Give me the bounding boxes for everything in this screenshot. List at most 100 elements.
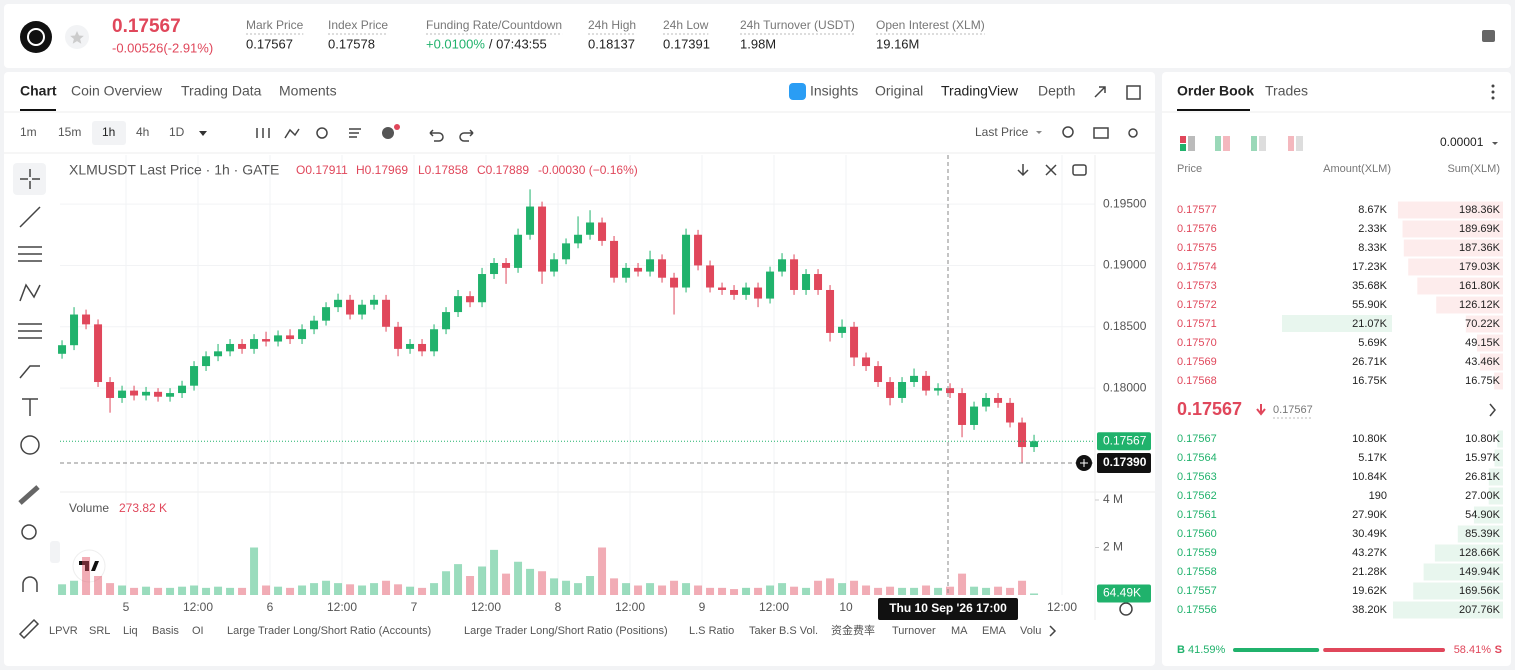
kebab-icon[interactable] (1491, 84, 1495, 100)
fib-tool[interactable] (18, 323, 42, 339)
volume-bar (730, 589, 739, 595)
volume-bar (670, 580, 679, 595)
window-icon[interactable] (1126, 85, 1141, 100)
sell-ratio: 58.41% (1454, 644, 1492, 656)
indicator[interactable]: SRL (89, 625, 110, 637)
x-tick-label: 6 (267, 600, 274, 614)
chart-layer (58, 155, 1503, 652)
orderbook-tab[interactable]: Order Book (1177, 83, 1254, 99)
brush-tool[interactable] (19, 365, 40, 379)
volume-bar (286, 587, 295, 595)
camera-icon[interactable] (1093, 127, 1109, 139)
book-amount: 21.07K (1352, 318, 1388, 330)
main-tab[interactable]: Moments (279, 83, 337, 99)
depth-bar (1397, 201, 1503, 219)
depth-bar (1494, 449, 1503, 467)
dropdown-arrow (199, 131, 207, 136)
indicator[interactable]: Liq (123, 625, 138, 637)
amount-highlight (1282, 315, 1392, 332)
indicator[interactable]: MA (951, 625, 968, 637)
scroll-right[interactable] (1049, 625, 1057, 637)
chart-icon[interactable] (1045, 164, 1057, 176)
header-icon[interactable] (1482, 30, 1495, 42)
chart-icon[interactable] (1072, 164, 1087, 176)
undo-icon[interactable] (429, 129, 444, 142)
view-tab[interactable]: Depth (1038, 83, 1075, 99)
orderbook-view-icons[interactable] (1180, 136, 1303, 151)
orderbook-tab[interactable]: Trades (1265, 83, 1308, 99)
book-price: 0.17564 (1177, 452, 1217, 464)
magnet-tool[interactable] (22, 576, 38, 592)
replay-icon[interactable] (316, 127, 328, 139)
mark-price: 0.17567 (1273, 404, 1313, 416)
zoom-tool[interactable] (21, 524, 37, 540)
crosshair-tool[interactable] (20, 169, 40, 189)
candle-body (334, 299, 343, 308)
chart-settings-icon[interactable] (1119, 602, 1133, 616)
interval[interactable]: 4h (136, 125, 149, 139)
x-tick-label: 12:00 (759, 600, 789, 614)
stat-label: Funding Rate/Countdown (426, 18, 562, 32)
chart-icon[interactable] (1017, 164, 1029, 177)
candle-body (1030, 441, 1039, 448)
channel-tool[interactable] (18, 246, 42, 262)
indicator[interactable]: Volu (1020, 625, 1041, 637)
candle-body (262, 339, 271, 342)
view-tab[interactable]: TradingView (941, 83, 1019, 99)
indicator[interactable]: Basis (152, 625, 179, 637)
stat-value: 19.16M (876, 36, 919, 51)
indicator[interactable]: Large Trader Long/Short Ratio (Accounts) (227, 625, 431, 637)
view-tab[interactable]: Insights (810, 83, 858, 99)
main-tab[interactable]: Coin Overview (71, 83, 163, 99)
main-tab[interactable]: Chart (20, 83, 57, 99)
book-amount: 27.90K (1352, 509, 1388, 521)
stat-extra: / 07:43:55 (489, 36, 547, 51)
precision[interactable]: 0.00001 (1440, 135, 1484, 149)
orderbook-expand[interactable] (1489, 403, 1496, 417)
pencil-tool[interactable] (18, 618, 40, 640)
emoji-tool[interactable] (20, 435, 40, 455)
interval[interactable]: 15m (58, 125, 81, 139)
interval[interactable]: 1h (102, 125, 115, 139)
interval[interactable]: 1m (20, 125, 37, 139)
line-tool[interactable] (19, 206, 41, 228)
indicator-icon[interactable] (284, 128, 300, 139)
indicator[interactable]: Large Trader Long/Short Ratio (Positions… (464, 625, 668, 637)
stat-value: +0.0100% (426, 36, 485, 51)
y-tick-label: 0.18500 (1103, 319, 1147, 333)
indicator[interactable]: OI (192, 625, 204, 637)
legend-ohlc: H0.17969 (356, 163, 408, 177)
expand-icon[interactable] (1094, 86, 1106, 98)
x-tick-label: 5 (123, 600, 130, 614)
view-tab[interactable]: Original (875, 83, 923, 99)
candle-body (670, 277, 679, 288)
stat-label: Index Price (328, 18, 388, 32)
indicator[interactable]: EMA (982, 625, 1007, 637)
stat-value: 0.18137 (588, 36, 635, 51)
ruler-tool[interactable] (18, 485, 40, 505)
text-tool[interactable] (22, 398, 38, 416)
volume-bar (598, 547, 607, 595)
search-icon[interactable] (1062, 126, 1074, 138)
indicator[interactable]: Turnover (892, 625, 936, 637)
sell-bar (1323, 648, 1445, 652)
settings-icon[interactable] (1128, 128, 1138, 138)
template-icon[interactable] (349, 128, 361, 138)
interval[interactable]: 1D (169, 125, 185, 139)
indicator[interactable]: 资金费率 (831, 623, 875, 637)
candle-body (538, 206, 547, 272)
price-type[interactable]: Last Price (975, 125, 1029, 139)
indicator[interactable]: L.S Ratio (689, 625, 734, 637)
indicator[interactable]: LPVR (49, 625, 78, 637)
collapse-tab[interactable] (50, 541, 60, 563)
pattern-tool[interactable] (19, 283, 41, 302)
indicator[interactable]: Taker B.S Vol. (749, 625, 818, 637)
book-sum: 26.81K (1465, 471, 1501, 483)
main-tab[interactable]: Trading Data (181, 83, 262, 99)
candles-icon[interactable] (256, 128, 270, 138)
x-tick-label: 12:00 (183, 600, 213, 614)
stat-value: 0.17391 (663, 36, 710, 51)
book-sum: 128.66K (1459, 547, 1501, 559)
redo-icon[interactable] (459, 129, 474, 142)
